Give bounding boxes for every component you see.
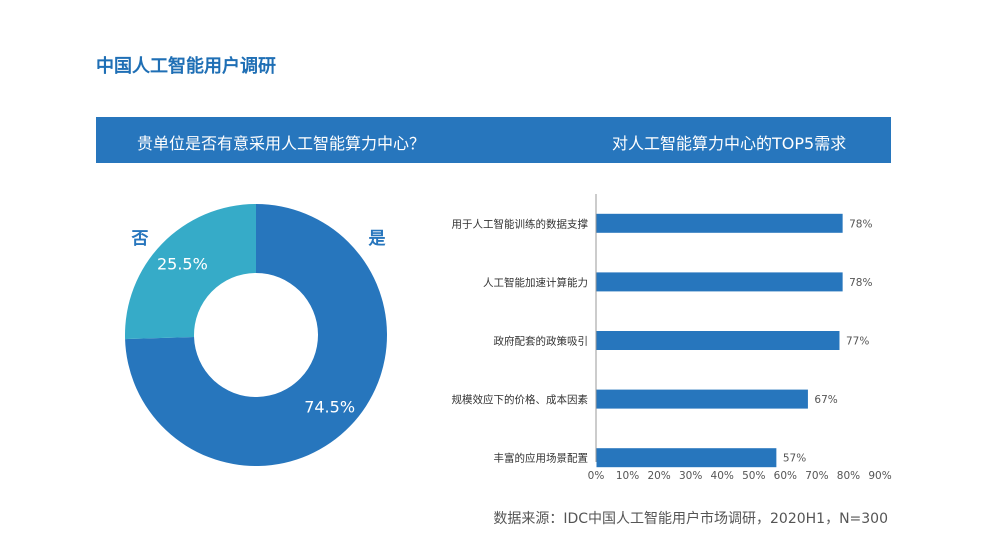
x-tick-label-0: 0% — [588, 470, 605, 482]
bar-value-label-3: 67% — [814, 394, 837, 406]
x-tick-label-2: 20% — [647, 470, 670, 482]
bar-section-title: 对人工智能算力中心的TOP5需求 — [612, 134, 847, 153]
bar-0 — [596, 213, 843, 233]
bar-value-label-1: 78% — [849, 277, 872, 289]
pie-section-title: 贵单位是否有意采用人工智能算力中心？ — [137, 134, 426, 153]
bar-category-label-4: 丰富的应用场景配置 — [494, 452, 589, 465]
bar-value-label-4: 57% — [783, 453, 806, 465]
donut-value-label-1: 25.5% — [157, 255, 208, 274]
donut-category-label-0: 是 — [369, 229, 386, 249]
bar-4 — [596, 448, 777, 468]
x-tick-label-7: 70% — [805, 470, 828, 482]
bar-3 — [596, 389, 808, 409]
x-tick-label-6: 60% — [774, 470, 797, 482]
bar-category-label-0: 用于人工智能训练的数据支撑 — [452, 217, 589, 230]
x-tick-label-8: 80% — [837, 470, 860, 482]
x-tick-label-3: 30% — [679, 470, 702, 482]
bar-category-label-2: 政府配套的政策吸引 — [494, 335, 589, 348]
x-tick-label-5: 50% — [742, 470, 765, 482]
donut-slice-1 — [125, 204, 256, 340]
x-tick-label-1: 10% — [616, 470, 639, 482]
bar-value-label-0: 78% — [849, 218, 872, 230]
donut-chart: 74.5% 25.5% 是 否 — [125, 204, 388, 466]
section-banner — [96, 117, 891, 163]
donut-category-label-1: 否 — [131, 229, 149, 249]
donut-value-label-0: 74.5% — [304, 397, 355, 416]
page-title: 中国人工智能用户调研 — [96, 56, 276, 77]
x-tick-label-9: 90% — [868, 470, 891, 482]
bar-chart: 用于人工智能训练的数据支撑 78% 人工智能加速计算能力 78% 政府配套的政策吸引 77… — [452, 194, 892, 482]
bar-2 — [596, 331, 840, 350]
bar-value-label-2: 77% — [846, 336, 869, 348]
source-note: 数据来源：IDC中国人工智能用户市场调研，2020H1，N=300 — [493, 511, 888, 527]
bar-1 — [596, 272, 843, 292]
x-tick-label-4: 40% — [711, 470, 734, 482]
bar-category-label-1: 人工智能加速计算能力 — [483, 276, 588, 289]
donut-slice-0 — [125, 204, 388, 466]
bar-category-label-3: 规模效应下的价格、成本因素 — [452, 393, 589, 406]
